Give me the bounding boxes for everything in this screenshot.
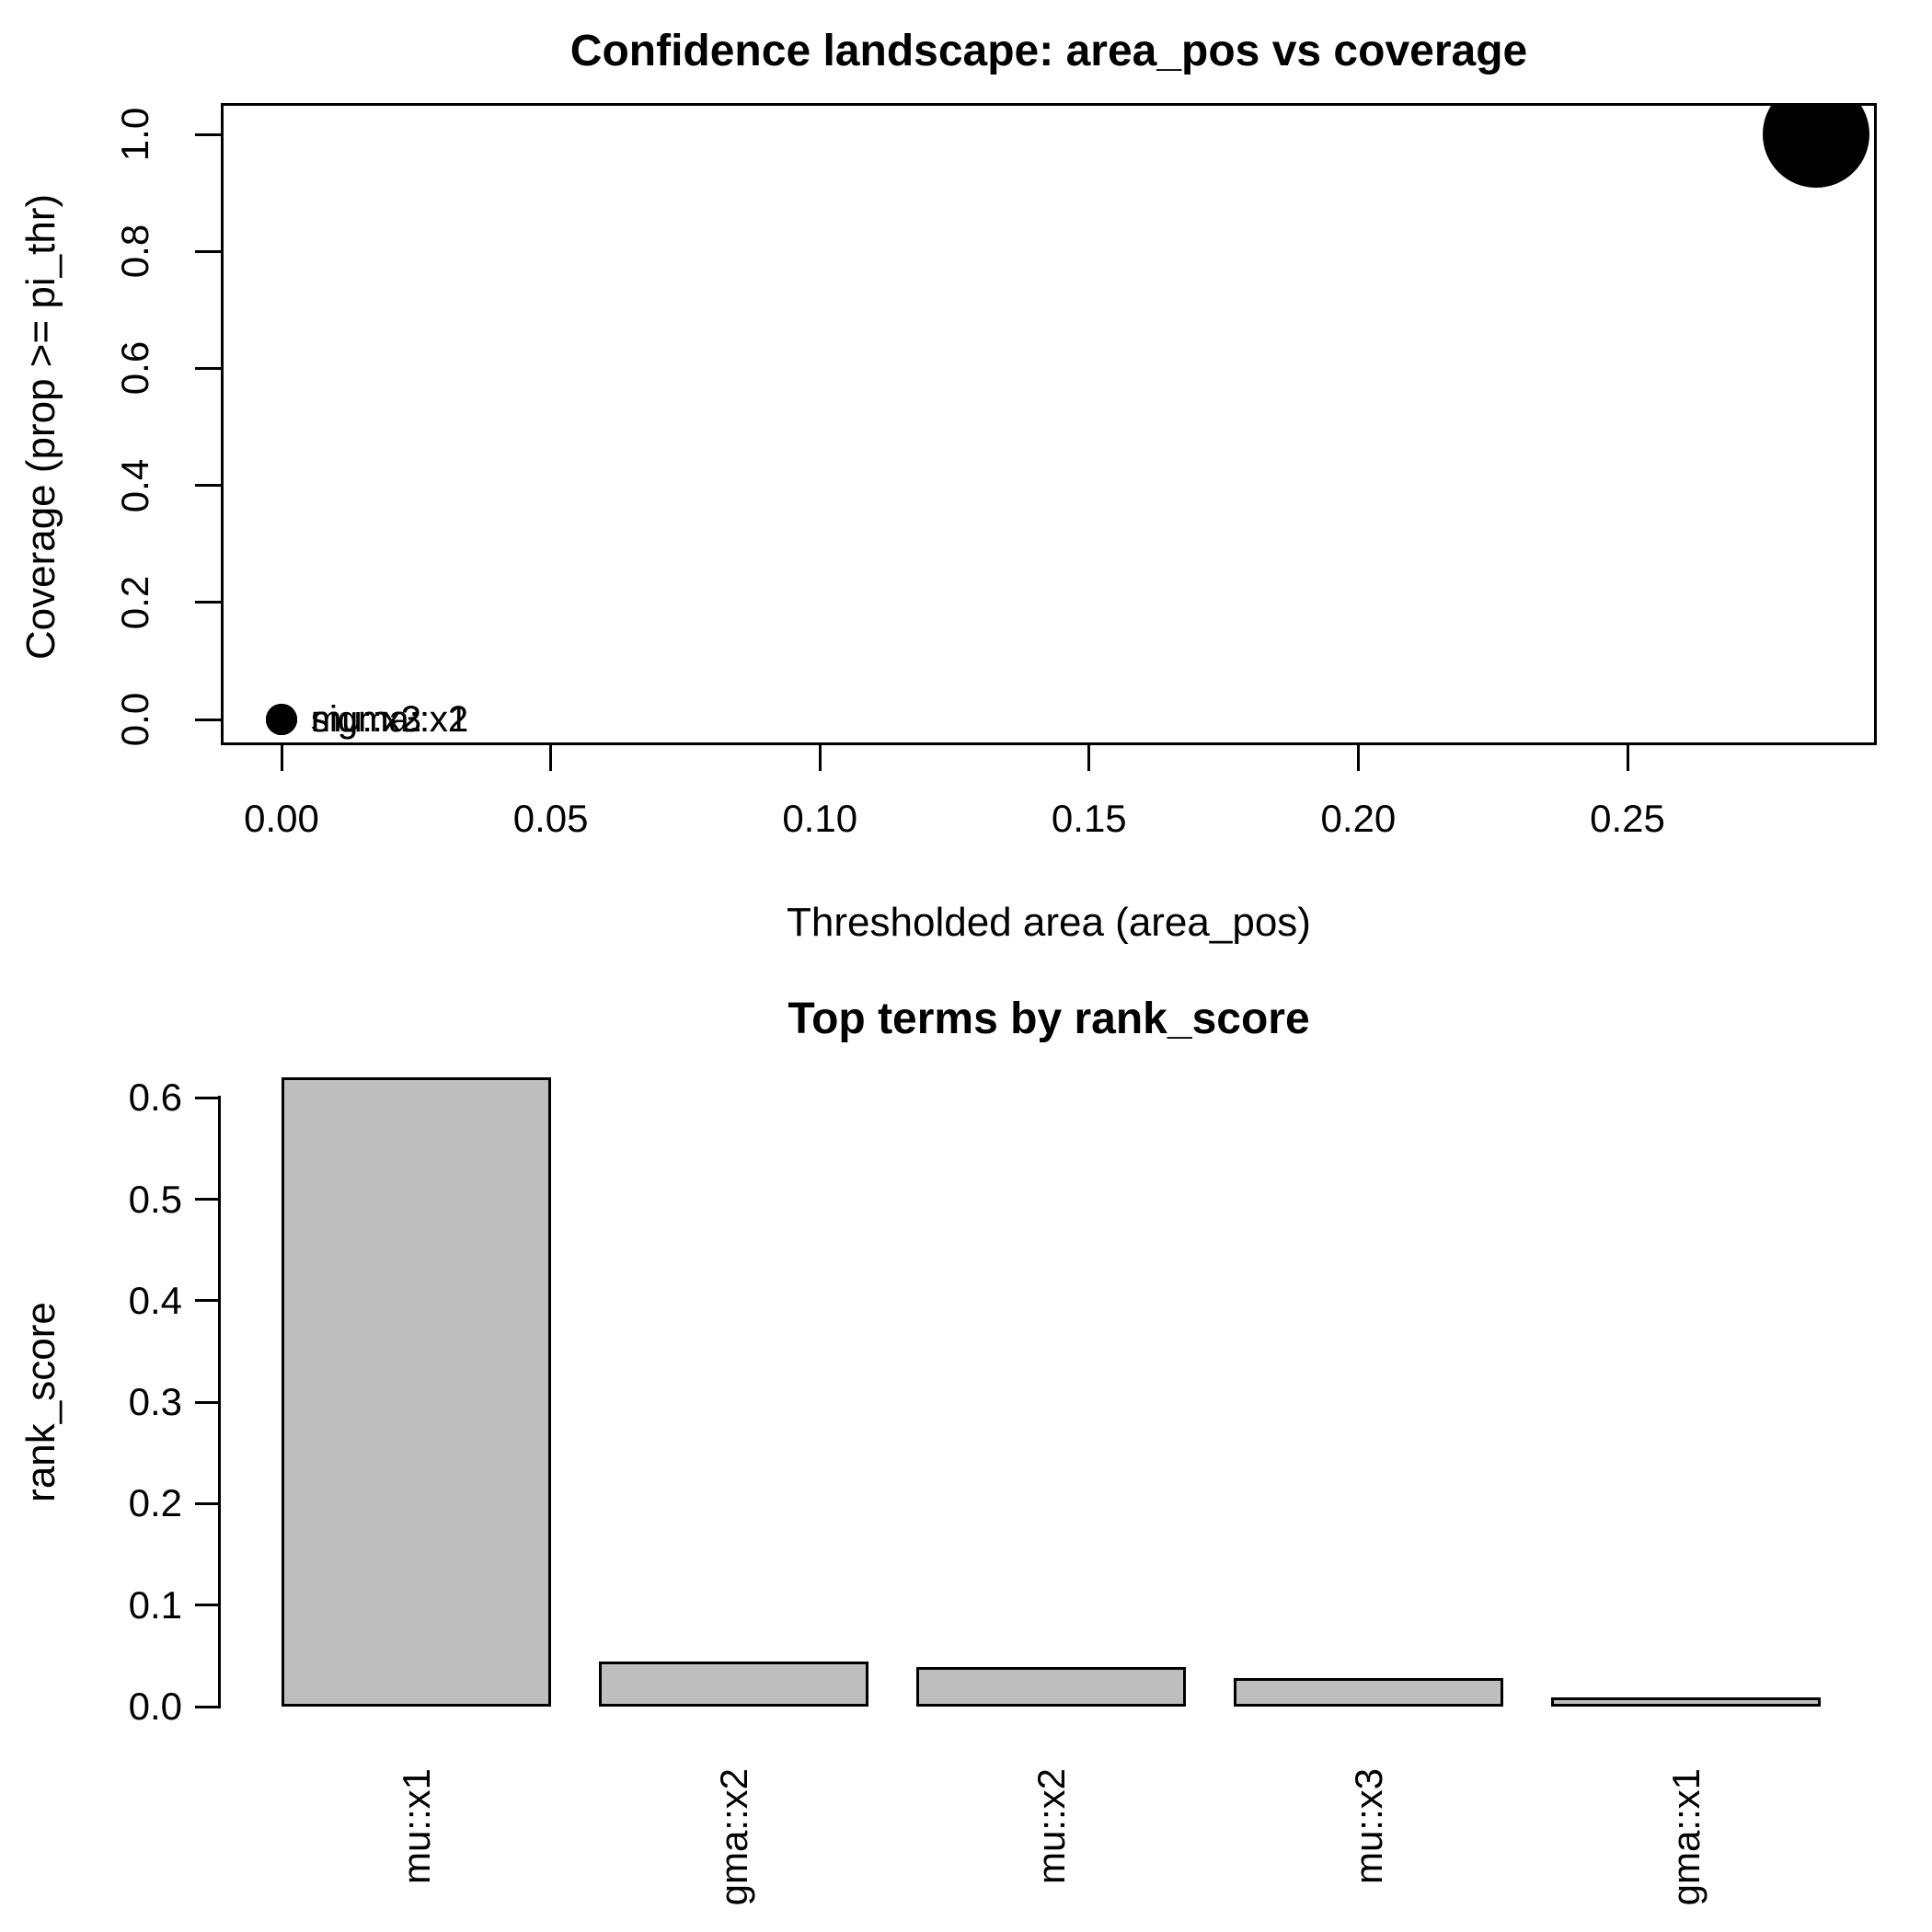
y-tick-label: 0.1 — [128, 1582, 182, 1627]
y-tick-mark — [195, 366, 221, 370]
y-tick-mark — [195, 484, 221, 488]
x-tick-label: 0.05 — [512, 797, 589, 840]
y-tick-mark — [195, 1299, 221, 1303]
scatter-x-axis-title: Thresholded area (area_pos) — [787, 900, 1311, 945]
y-tick-label: 0.3 — [128, 1380, 182, 1424]
y-tick-mark — [195, 601, 221, 604]
bar-category-label: gma::x2 — [711, 1768, 755, 1906]
scatter-point — [1762, 103, 1869, 188]
y-tick-mark — [195, 1400, 221, 1404]
y-tick-mark — [195, 249, 221, 253]
bar-category-label: mu::x2 — [1029, 1768, 1073, 1885]
y-tick-label: 0.2 — [113, 575, 156, 629]
bar — [282, 1077, 551, 1707]
y-tick-label: 0.0 — [113, 692, 156, 747]
bar-y-axis-title: rank_score — [18, 1302, 63, 1502]
scatter-title: Confidence landscape: area_pos vs covera… — [569, 27, 1528, 75]
y-tick-mark — [195, 132, 221, 136]
x-tick-mark — [818, 745, 822, 771]
x-tick-mark — [1087, 745, 1091, 771]
bar — [1234, 1678, 1503, 1707]
x-tick-mark — [1626, 745, 1629, 771]
x-tick-mark — [280, 745, 283, 771]
y-tick-mark — [195, 1604, 221, 1607]
x-tick-label: 0.25 — [1590, 797, 1665, 840]
y-tick-mark — [195, 1096, 221, 1099]
scatter-point-label: sigma::x1 — [311, 699, 469, 740]
x-tick-mark — [549, 745, 553, 771]
scatter-y-axis-title: Coverage (prop >= pi_thr) — [18, 193, 63, 661]
y-tick-mark — [195, 1198, 221, 1201]
scatter-point-label: sigma::x2 — [311, 699, 469, 740]
x-tick-label: 0.15 — [1051, 797, 1127, 840]
y-tick-label: 0.2 — [128, 1481, 182, 1525]
y-tick-mark — [195, 1705, 221, 1708]
y-tick-label: 0.6 — [113, 341, 156, 396]
bar-category-label: mu::x3 — [1346, 1768, 1390, 1885]
y-tick-mark — [195, 1501, 221, 1505]
y-tick-label: 0.6 — [128, 1075, 182, 1120]
bar — [1551, 1697, 1821, 1707]
x-tick-label: 0.20 — [1320, 797, 1397, 840]
y-tick-label: 0.4 — [128, 1278, 182, 1322]
scatter-point-label: mu::x2 — [311, 699, 422, 740]
bar — [916, 1667, 1186, 1707]
x-tick-label: 0.10 — [782, 797, 858, 840]
bar-category-label: mu::x1 — [394, 1768, 438, 1885]
scatter-point — [266, 704, 297, 735]
y-tick-label: 0.4 — [113, 458, 156, 512]
y-tick-label: 0.8 — [113, 224, 156, 279]
y-tick-label: 1.0 — [113, 107, 156, 162]
scatter-plot-box — [221, 103, 1877, 745]
scatter-point-label: mu::x3 — [311, 699, 422, 740]
x-tick-label: 0.00 — [244, 797, 319, 840]
y-tick-label: 0.5 — [128, 1177, 182, 1221]
y-tick-mark — [195, 718, 221, 721]
bar — [599, 1662, 868, 1707]
y-tick-label: 0.0 — [128, 1685, 182, 1728]
bar-title: Top terms by rank_score — [788, 995, 1310, 1043]
bar-category-label: gma::x1 — [1663, 1768, 1708, 1906]
x-tick-mark — [1356, 745, 1360, 771]
